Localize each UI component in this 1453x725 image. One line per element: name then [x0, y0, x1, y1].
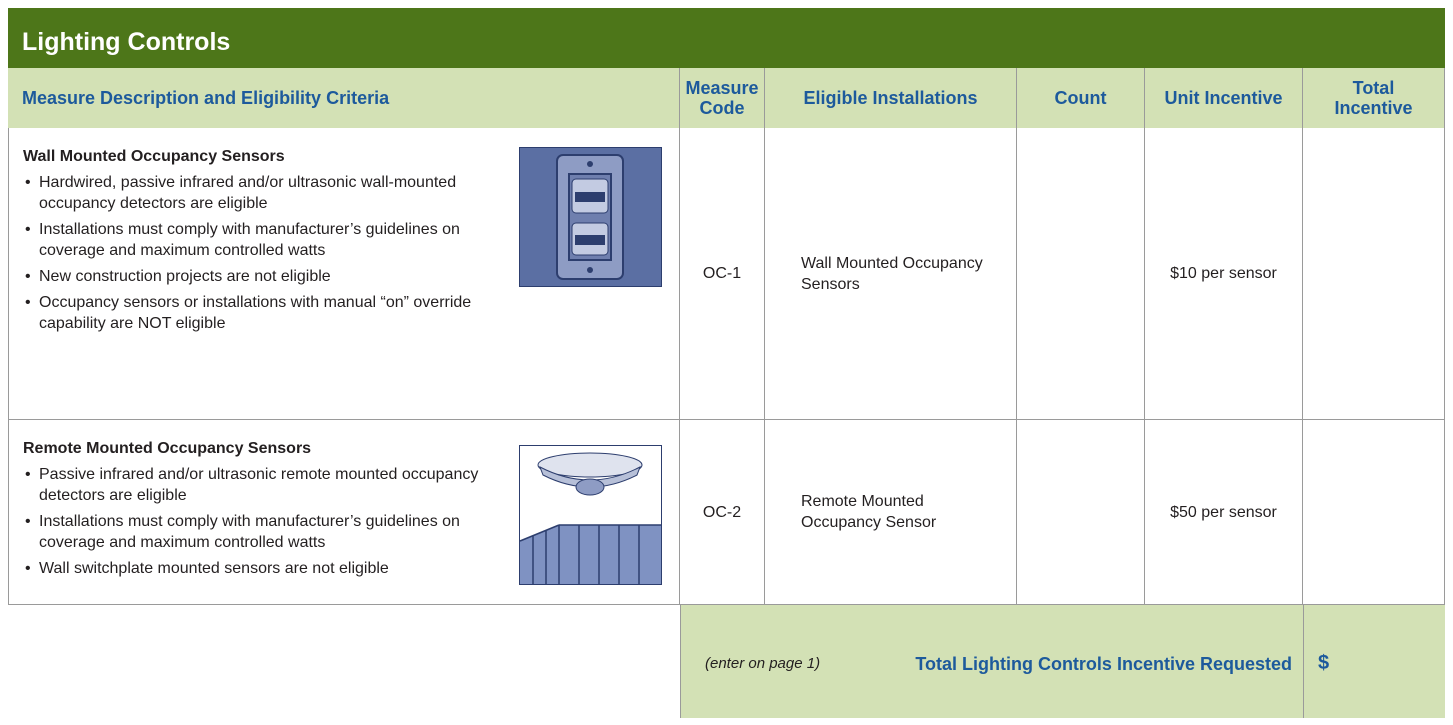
column-header: Count [1017, 68, 1145, 128]
criteria-list: Hardwired, passive infrared and/or ultra… [23, 172, 489, 334]
criterion: Passive infrared and/or ultrasonic remot… [25, 464, 489, 506]
wall-sensor-image [519, 147, 662, 287]
ceiling-sensor-image [519, 445, 662, 585]
table-cell [1303, 420, 1445, 605]
criterion: Occupancy sensors or installations with … [25, 292, 489, 334]
criterion: Hardwired, passive infrared and/or ultra… [25, 172, 489, 214]
table-cell [1017, 128, 1145, 420]
column-header: Measure Description and Eligibility Crit… [8, 68, 680, 128]
section-title: Lighting Controls [8, 8, 1445, 68]
description-cell: Wall Mounted Occupancy Sensors Hardwired,… [8, 128, 680, 420]
table-cell [1017, 420, 1145, 605]
column-header: Total Incentive [1303, 68, 1445, 128]
table-cell: Wall Mounted Occupancy Sensors [765, 128, 1017, 420]
footer-divider [1303, 605, 1304, 718]
criterion: Wall switchplate mounted sensors are not… [25, 558, 489, 579]
table-cell: OC-1 [680, 128, 765, 420]
measure-title: Wall Mounted Occupancy Sensors [23, 148, 285, 165]
table-cell: $10 per sensor [1145, 128, 1303, 420]
description-cell: Remote Mounted Occupancy Sensors Passive … [8, 420, 680, 605]
footer-note: (enter on page 1) [705, 655, 821, 672]
table-cell: Remote Mounted Occupancy Sensor [765, 420, 1017, 605]
criterion: Installations must comply with manufactu… [25, 219, 489, 261]
table-cell [1303, 128, 1445, 420]
footer-band [680, 605, 1445, 718]
measure-title: Remote Mounted Occupancy Sensors [23, 440, 312, 457]
footer-label: Total Lighting Controls Incentive Reques… [915, 654, 1292, 674]
column-header: Measure Code [680, 68, 765, 128]
column-header: Eligible Installations [765, 68, 1017, 128]
table-cell: $50 per sensor [1145, 420, 1303, 605]
criterion: Installations must comply with manufactu… [25, 511, 489, 553]
footer-currency: $ [1318, 652, 1330, 674]
criteria-list: Passive infrared and/or ultrasonic remot… [23, 464, 489, 579]
table-cell: OC-2 [680, 420, 765, 605]
column-header: Unit Incentive [1145, 68, 1303, 128]
criterion: New construction projects are not eligib… [25, 266, 489, 287]
